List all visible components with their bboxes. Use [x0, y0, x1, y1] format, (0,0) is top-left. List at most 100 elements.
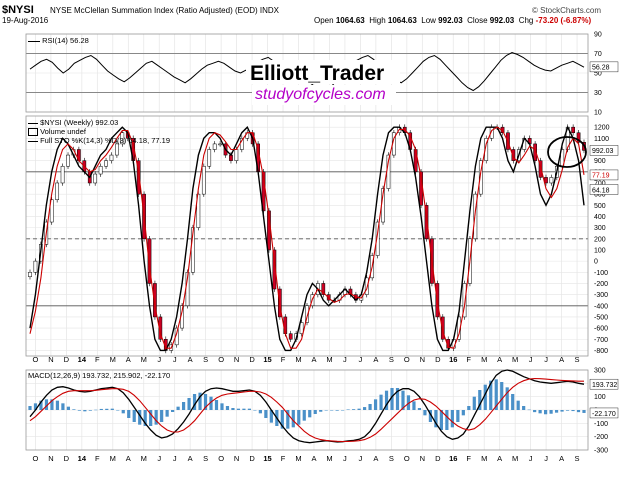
candle — [272, 249, 277, 290]
x-tick-label: N — [48, 355, 53, 364]
x-tick-label: N — [48, 454, 53, 463]
macd-legend: MACD(12,26,9) 193.732, 215.902, -22.170 — [28, 371, 170, 380]
x-tick-label: A — [373, 454, 378, 463]
x-tick-label: J — [359, 355, 363, 364]
price-legend-1: $NYSI (Weekly) 992.03 — [28, 118, 118, 127]
macd-histogram-bar — [247, 408, 252, 410]
macd-histogram-bar — [445, 410, 449, 430]
macd-histogram-bar — [55, 400, 60, 410]
macd-histogram-bar — [483, 384, 487, 410]
x-tick-label: M — [295, 355, 301, 364]
macd-histogram-bar — [352, 409, 356, 410]
macd-y-tick-label: -200 — [594, 434, 608, 441]
price-y-tick-label: -400 — [594, 303, 608, 310]
x-tick-label: F — [281, 454, 286, 463]
macd-histogram-bar — [544, 410, 548, 415]
x-tick-label: J — [529, 454, 533, 463]
macd-histogram-bar — [401, 390, 405, 410]
x-tick-label: M — [110, 454, 116, 463]
macd-histogram-bar — [280, 410, 284, 429]
rsi-y-tick-label: 10 — [594, 110, 602, 117]
macd-histogram-bar — [50, 399, 54, 410]
stoch-d-line — [29, 126, 585, 349]
macd-histogram-bar — [72, 409, 76, 410]
x-tick-label: J — [157, 355, 161, 364]
x-tick-label: A — [188, 355, 193, 364]
candle — [305, 305, 309, 323]
macd-histogram-bar — [110, 408, 114, 410]
x-tick-label: J — [173, 454, 177, 463]
macd-y-tick-label: 300 — [594, 368, 606, 375]
candle — [364, 277, 369, 295]
macd-histogram-bar — [395, 388, 400, 410]
x-tick-label: J — [343, 355, 347, 364]
candle — [462, 283, 467, 318]
x-tick-label: A — [373, 355, 378, 364]
macd-histogram-bar — [565, 410, 570, 411]
hist-value-tag: -22.170 — [592, 411, 616, 418]
macd-frame — [25, 369, 589, 451]
macd-histogram-bar — [143, 410, 147, 426]
candle — [93, 173, 98, 184]
price-y-tick-label: -300 — [594, 292, 608, 299]
price-y-tick-label: -500 — [594, 314, 608, 321]
candle — [153, 283, 157, 318]
price-y-tick-label: 500 — [594, 203, 606, 210]
price-y-tick-label: -100 — [594, 270, 608, 277]
macd-value-tag-box — [589, 378, 619, 390]
rsi-legend: RSI(14) 56.28 — [28, 36, 89, 45]
x-tick-label: S — [203, 355, 208, 364]
date-label: 19-Aug-2016 — [2, 16, 49, 25]
macd-histogram-bar — [478, 390, 482, 410]
price-y-tick-label: 1200 — [594, 125, 610, 132]
macd-histogram-bar — [406, 395, 411, 410]
price-y-tick-label: 600 — [594, 192, 606, 199]
candle — [473, 193, 478, 240]
x-tick-label: F — [466, 355, 471, 364]
rsi-legend-swatch — [28, 40, 40, 42]
macd-histogram-bar — [297, 410, 301, 425]
price-y-tick-label: 100 — [594, 247, 606, 254]
macd-histogram-bar — [44, 399, 49, 410]
macd-histogram-bar — [450, 410, 454, 428]
macd-histogram-bar — [439, 410, 443, 430]
macd-histogram-bar — [373, 399, 378, 410]
macd-histogram-bar — [379, 394, 383, 410]
sto-k-tag-box — [589, 184, 619, 195]
price-legend-2: Volume undef — [28, 127, 86, 137]
x-tick-label: O — [33, 355, 39, 364]
x-tick-label: J — [157, 454, 161, 463]
rsi-y-tick-label: 70 — [594, 51, 602, 58]
macd-histogram-bar — [467, 406, 471, 410]
macd-histogram-bar — [390, 388, 394, 410]
macd-histogram-bar — [319, 410, 323, 412]
macd-histogram-bar — [258, 410, 262, 414]
macd-histogram-bar — [127, 410, 131, 418]
price-y-tick-label: -700 — [594, 337, 608, 344]
x-tick-label: 15 — [263, 355, 271, 364]
x-tick-label: O — [218, 355, 224, 364]
macd-histogram-bar — [236, 408, 241, 410]
symbol-label: $NYSI — [2, 4, 34, 16]
x-tick-label: S — [389, 355, 394, 364]
price-frame — [25, 115, 589, 357]
x-tick-label: A — [497, 355, 502, 364]
macd-histogram-bar — [313, 410, 317, 414]
x-tick-label: F — [281, 355, 286, 364]
macd-panel — [28, 369, 586, 444]
macd-histogram-bar — [171, 410, 175, 412]
macd-histogram-bar — [99, 408, 103, 410]
price-y-tick-label: 900 — [594, 158, 606, 165]
candle — [55, 182, 60, 200]
x-tick-label: M — [295, 454, 301, 463]
price-y-tick-label: 1100 — [594, 136, 609, 143]
macd-histogram-bar — [231, 408, 235, 410]
macd-histogram-bar — [192, 394, 197, 410]
high-label: High — [369, 16, 386, 25]
candle — [147, 238, 152, 284]
x-tick-label: J — [544, 355, 548, 364]
macd-histogram-bar — [291, 410, 295, 428]
macd-histogram-bar — [165, 410, 169, 417]
candle — [212, 143, 217, 150]
x-tick-label: F — [95, 355, 100, 364]
